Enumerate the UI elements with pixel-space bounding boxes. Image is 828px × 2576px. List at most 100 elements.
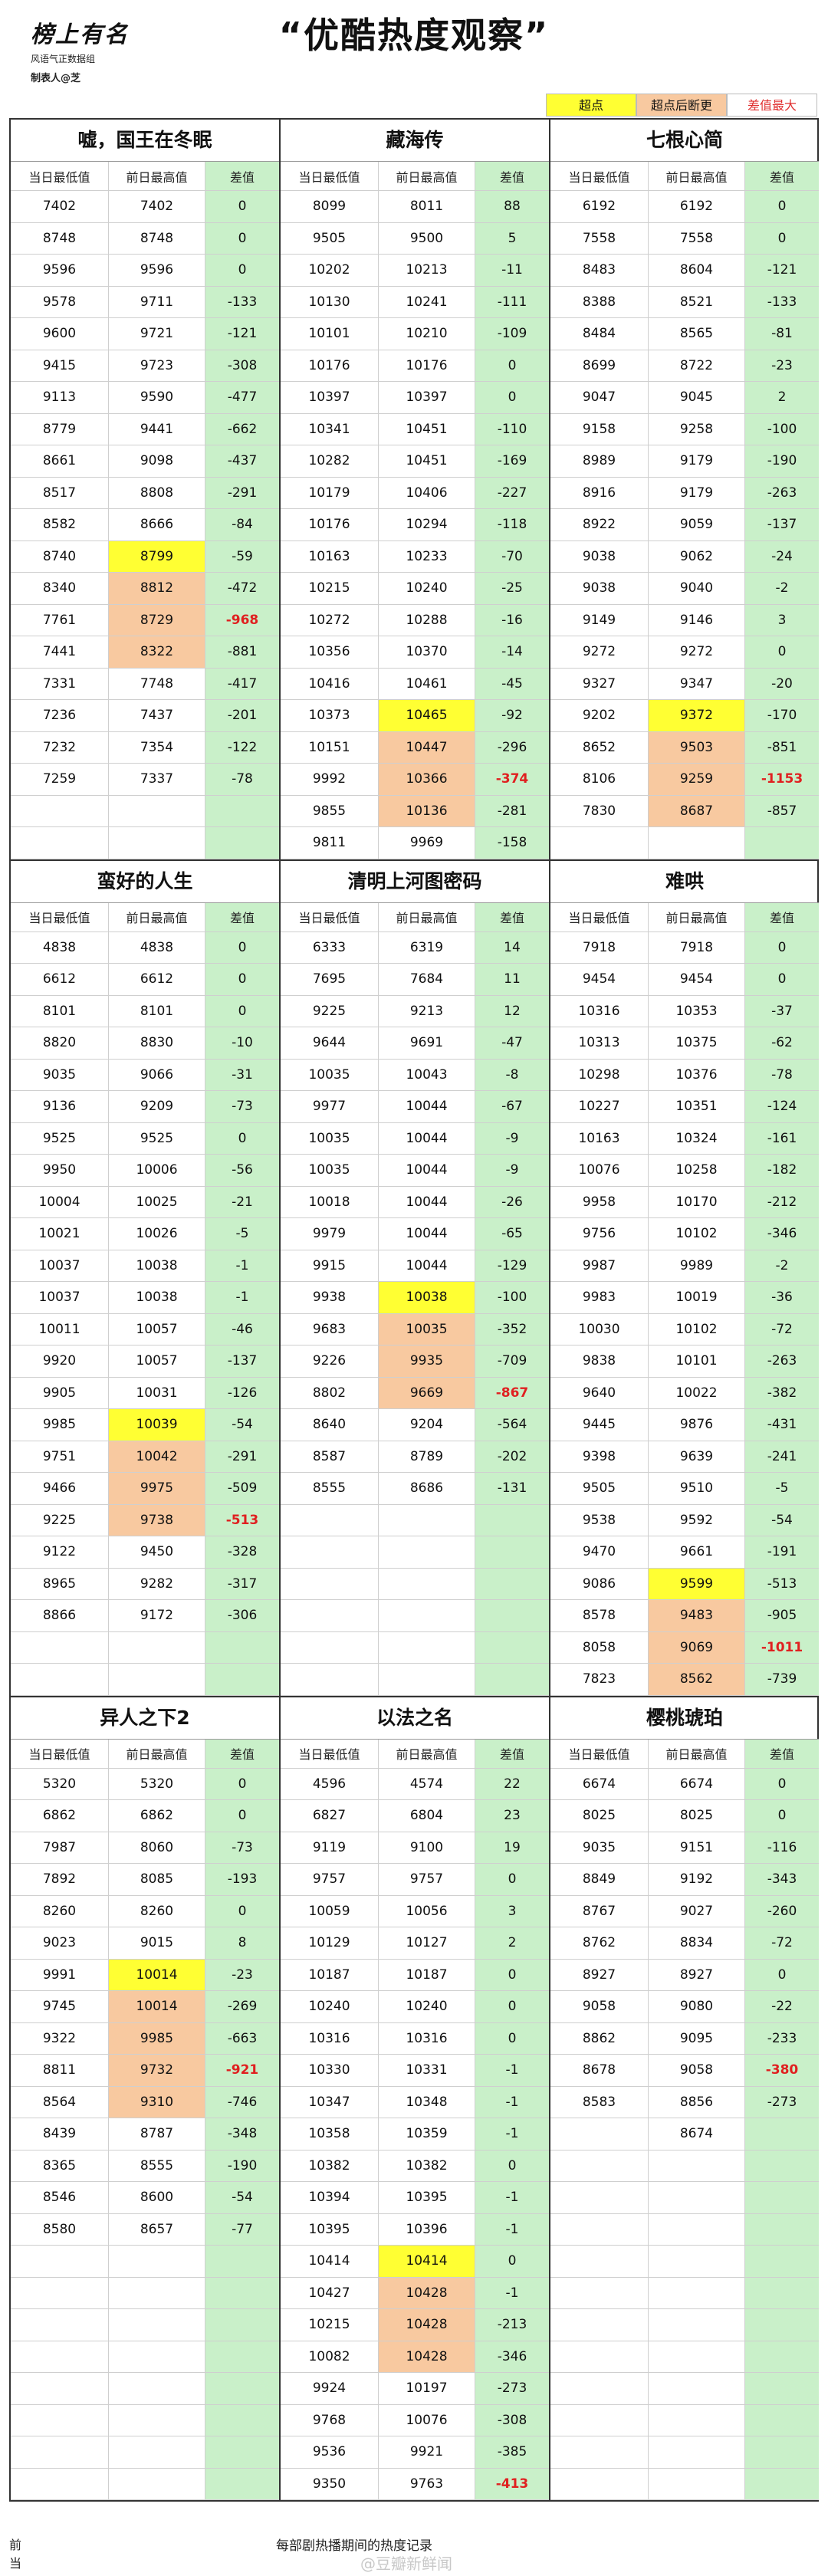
cell-high [649, 2404, 745, 2436]
cell-low [281, 1504, 379, 1536]
cell-low: 7892 [11, 1864, 109, 1895]
cell-high: 10026 [109, 1218, 205, 1250]
cell-diff [205, 827, 279, 859]
cell-high: 10039 [109, 1409, 205, 1441]
table-row [550, 2436, 819, 2469]
header-high: 前日最高值 [379, 162, 475, 190]
cell-high: 10014 [109, 1991, 205, 2022]
table-row: 10215 10428 -213 [281, 2309, 549, 2341]
cell-diff: -296 [475, 731, 549, 763]
cell-low: 10030 [550, 1313, 649, 1345]
cell-high: 9738 [109, 1504, 205, 1536]
cell-low: 8927 [550, 1959, 649, 1990]
table-row: 10176 10294 -118 [281, 509, 549, 541]
cell-low: 8748 [11, 222, 109, 254]
table-row [11, 2309, 279, 2341]
cell-diff: -201 [205, 700, 279, 731]
drama-title: 蛮好的人生 [11, 861, 279, 903]
cell-high: 9146 [649, 604, 745, 636]
cell-low: 10176 [281, 350, 379, 381]
table-row: 9505 9500 5 [281, 222, 549, 255]
cell-low [11, 2341, 109, 2372]
cell-low: 10395 [281, 2213, 379, 2245]
cell-high: 8060 [109, 1832, 205, 1863]
cell-low: 8583 [550, 2086, 649, 2118]
cell-low: 8811 [11, 2055, 109, 2086]
cell-low: 8578 [550, 1600, 649, 1631]
cell-low: 10021 [11, 1218, 109, 1250]
cell-high: 9596 [109, 255, 205, 286]
cell-high: 10294 [379, 509, 475, 540]
cell-low: 8555 [281, 1473, 379, 1504]
cell-diff: -509 [205, 1473, 279, 1504]
table-row: 10035 10044 -9 [281, 1122, 549, 1155]
table-row [281, 1568, 549, 1600]
cell-low: 10163 [281, 540, 379, 572]
cell-high [109, 2277, 205, 2308]
drama-table: 蛮好的人生 当日最低值 前日最高值 差值 4838 4838 0 6612 6612 0 8101 8… [11, 860, 281, 1696]
cell-diff: -100 [745, 413, 819, 445]
cell-high: 8808 [109, 477, 205, 508]
cell-diff [205, 2404, 279, 2436]
cell-diff: -111 [475, 286, 549, 317]
cell-diff: 0 [475, 1864, 549, 1895]
cell-high: 8799 [109, 540, 205, 572]
table-row: 10397 10397 0 [281, 382, 549, 414]
cell-diff: 0 [205, 932, 279, 963]
cell-diff: -170 [745, 700, 819, 731]
table-row: 9086 9599 -513 [550, 1568, 819, 1600]
table-row: 9768 10076 -308 [281, 2404, 549, 2436]
table-row: 7695 7684 11 [281, 964, 549, 996]
cell-diff [745, 2277, 819, 2308]
table-row: 8748 8748 0 [11, 222, 279, 255]
cell-low: 9640 [550, 1377, 649, 1408]
cell-diff: -47 [475, 1027, 549, 1059]
cell-low: 9226 [281, 1346, 379, 1377]
cell-low: 8779 [11, 413, 109, 445]
table-row: 9225 9738 -513 [11, 1504, 279, 1536]
cell-low: 10316 [281, 2022, 379, 2054]
cell-diff: -36 [745, 1282, 819, 1313]
table-row: 8580 8657 -77 [11, 2213, 279, 2246]
cell-diff: -26 [475, 1186, 549, 1217]
cell-diff [475, 1504, 549, 1536]
cell-diff: -77 [205, 2213, 279, 2245]
cell-high [109, 2436, 205, 2468]
cell-low: 8058 [550, 1631, 649, 1663]
cell-high: 10076 [379, 2404, 475, 2436]
cell-high: 9975 [109, 1473, 205, 1504]
cell-diff: -346 [745, 1218, 819, 1250]
cell-low: 8678 [550, 2055, 649, 2086]
cell-diff [745, 2309, 819, 2341]
cell-low: 8580 [11, 2213, 109, 2245]
cell-diff: -14 [475, 636, 549, 668]
cell-high: 8722 [649, 350, 745, 381]
header-high: 前日最高值 [649, 162, 745, 190]
table-row: 10215 10240 -25 [281, 573, 549, 605]
table-row: 6674 6674 0 [550, 1768, 819, 1800]
cell-low: 9505 [550, 1473, 649, 1504]
cell-low: 10358 [281, 2118, 379, 2150]
cell-high: 9204 [379, 1409, 475, 1441]
cell-high [649, 2277, 745, 2308]
cell-low [550, 2118, 649, 2150]
drama-table: 以法之名 当日最低值 前日最高值 差值 4596 4574 22 6827 6804 23 9119… [281, 1697, 550, 2500]
cell-diff [745, 2341, 819, 2372]
cell-low: 9158 [550, 413, 649, 445]
cell-high: 9098 [109, 445, 205, 477]
cell-diff [205, 2373, 279, 2404]
cell-low: 9756 [550, 1218, 649, 1250]
cell-low: 9979 [281, 1218, 379, 1250]
cell-low [550, 2150, 649, 2181]
cell-low: 6827 [281, 1800, 379, 1832]
cell-low: 6862 [11, 1800, 109, 1832]
table-header-row: 当日最低值 前日最高值 差值 [281, 1739, 549, 1769]
header-diff: 差值 [205, 1739, 279, 1768]
cell-high [649, 2341, 745, 2372]
cell-high [649, 2373, 745, 2404]
table-row: 9047 9045 2 [550, 382, 819, 414]
cell-diff: 2 [475, 1927, 549, 1959]
table-row: 10395 10396 -1 [281, 2213, 549, 2246]
cell-low: 10035 [281, 1122, 379, 1154]
cell-diff: -54 [745, 1504, 819, 1536]
